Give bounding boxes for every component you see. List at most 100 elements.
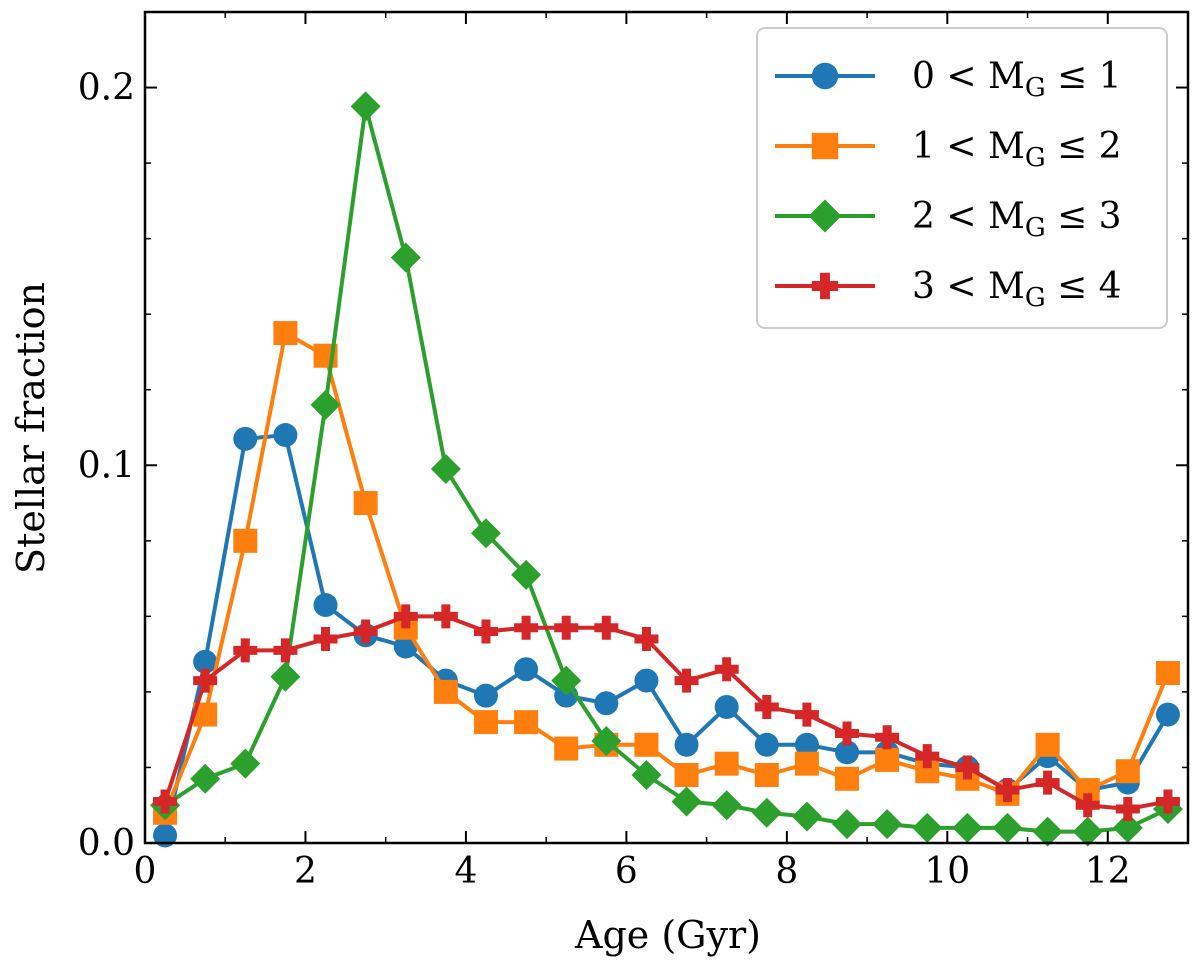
x-tick-label: 8 — [775, 851, 798, 892]
series-4 — [153, 604, 1180, 822]
series-1-point — [233, 426, 258, 451]
series-3-point — [631, 760, 662, 791]
series-2-point — [875, 747, 900, 772]
series-4-point — [835, 721, 860, 746]
series-2-point — [674, 763, 699, 788]
legend-label-3: 2 < MG ≤ 3 — [912, 196, 1122, 243]
series-4-point — [714, 657, 739, 682]
series-3-point — [430, 454, 461, 485]
series-1-point — [594, 691, 619, 716]
series-4-point — [995, 778, 1020, 803]
series-3-point — [390, 242, 421, 273]
series-1-point — [1155, 702, 1180, 727]
series-1-point — [634, 668, 659, 693]
series-1-point — [193, 649, 218, 674]
series-2-point — [835, 766, 860, 791]
x-tick-label: 2 — [294, 851, 317, 892]
series-4-point — [313, 627, 338, 652]
series-3-point — [872, 809, 903, 840]
series-2-point — [1155, 661, 1180, 686]
series-3-point — [832, 809, 863, 840]
series-2-point — [754, 763, 779, 788]
series-3-point — [190, 763, 221, 794]
series-1-point — [794, 732, 819, 757]
series-3-point — [310, 389, 341, 420]
plot-area — [150, 91, 1183, 848]
series-3-point — [470, 518, 501, 549]
series-2-point — [634, 732, 659, 757]
series-2-point — [514, 710, 539, 735]
legend-entry-2: 1 < MG ≤ 2 — [775, 126, 1122, 173]
series-4-point — [754, 695, 779, 720]
series-4-point — [193, 668, 218, 693]
series-4-point — [1115, 797, 1140, 822]
series-3-point — [230, 748, 261, 779]
series-1-point — [835, 740, 860, 765]
legend-marker-2 — [811, 132, 839, 160]
x-tick-label: 12 — [1085, 851, 1131, 892]
y-tick-label: 0.1 — [78, 445, 135, 486]
series-3-point — [952, 812, 983, 843]
series-2-point — [233, 528, 258, 553]
y-tick-label: 0.2 — [78, 68, 135, 109]
series-1-point — [313, 593, 338, 618]
series-1-point — [514, 657, 539, 682]
series-4-point — [273, 638, 298, 663]
axes: 0 2 4 6 8 10 12 0.0 0.1 0.2 — [78, 10, 1190, 892]
series-2-point — [473, 710, 498, 735]
series-3-point — [1032, 816, 1063, 847]
series-4-point — [1155, 789, 1180, 814]
series-4-point — [875, 725, 900, 750]
x-tick-label: 0 — [134, 851, 157, 892]
series-4-point — [1075, 793, 1100, 818]
series-3-point — [711, 790, 742, 821]
series-3-point — [912, 812, 943, 843]
series-4-point — [473, 619, 498, 644]
series-3-point — [992, 812, 1023, 843]
series-3 — [150, 91, 1183, 847]
legend-label-4: 3 < MG ≤ 4 — [912, 266, 1122, 313]
series-2 — [153, 321, 1180, 825]
series-3-point — [1112, 812, 1143, 843]
x-axis-label: Age (Gyr) — [574, 913, 761, 957]
series-4-point — [915, 744, 940, 769]
series-3-point — [511, 559, 542, 590]
legend: 0 < MG ≤ 1 1 < MG ≤ 2 2 < MG ≤ 3 3 < MG ≤ 4 — [756, 27, 1168, 329]
legend-label-1: 0 < MG ≤ 1 — [912, 56, 1122, 103]
series-3-point — [671, 786, 702, 817]
series-3-point — [1072, 816, 1103, 847]
legend-marker-4 — [811, 272, 839, 300]
series-4-point — [353, 619, 378, 644]
series-4-point — [514, 615, 539, 640]
series-4-point — [554, 615, 579, 640]
series-4-point — [634, 627, 659, 652]
x-tick-label: 6 — [615, 851, 638, 892]
series-4-point — [594, 615, 619, 640]
plot-frame — [143, 10, 1190, 845]
series-3-point — [591, 726, 622, 757]
series-2-point — [273, 321, 298, 346]
series-2-point — [714, 751, 739, 776]
series-4-point — [674, 668, 699, 693]
series-3-point — [551, 665, 582, 696]
y-axis-label: Stellar fraction — [9, 282, 53, 574]
legend-label-2: 1 < MG ≤ 2 — [912, 126, 1122, 173]
series-1-point — [153, 823, 178, 848]
series-3-point — [350, 91, 381, 122]
series-4-point — [393, 604, 418, 629]
series-4-point — [433, 604, 458, 629]
series-2-point — [554, 736, 579, 761]
legend-marker-1 — [811, 62, 839, 90]
series-1-point — [674, 732, 699, 757]
series-4-point — [153, 789, 178, 814]
series-4-point — [1035, 770, 1060, 795]
series-2-point — [353, 491, 378, 516]
series-2-point — [1115, 759, 1140, 784]
series-3-point — [751, 797, 782, 828]
series-1-point — [273, 423, 298, 448]
legend-entry-3: 2 < MG ≤ 3 — [775, 196, 1122, 243]
series-2-point — [433, 679, 458, 704]
series-1-point — [754, 732, 779, 757]
series-1-point — [473, 683, 498, 708]
series-4-point — [794, 702, 819, 727]
